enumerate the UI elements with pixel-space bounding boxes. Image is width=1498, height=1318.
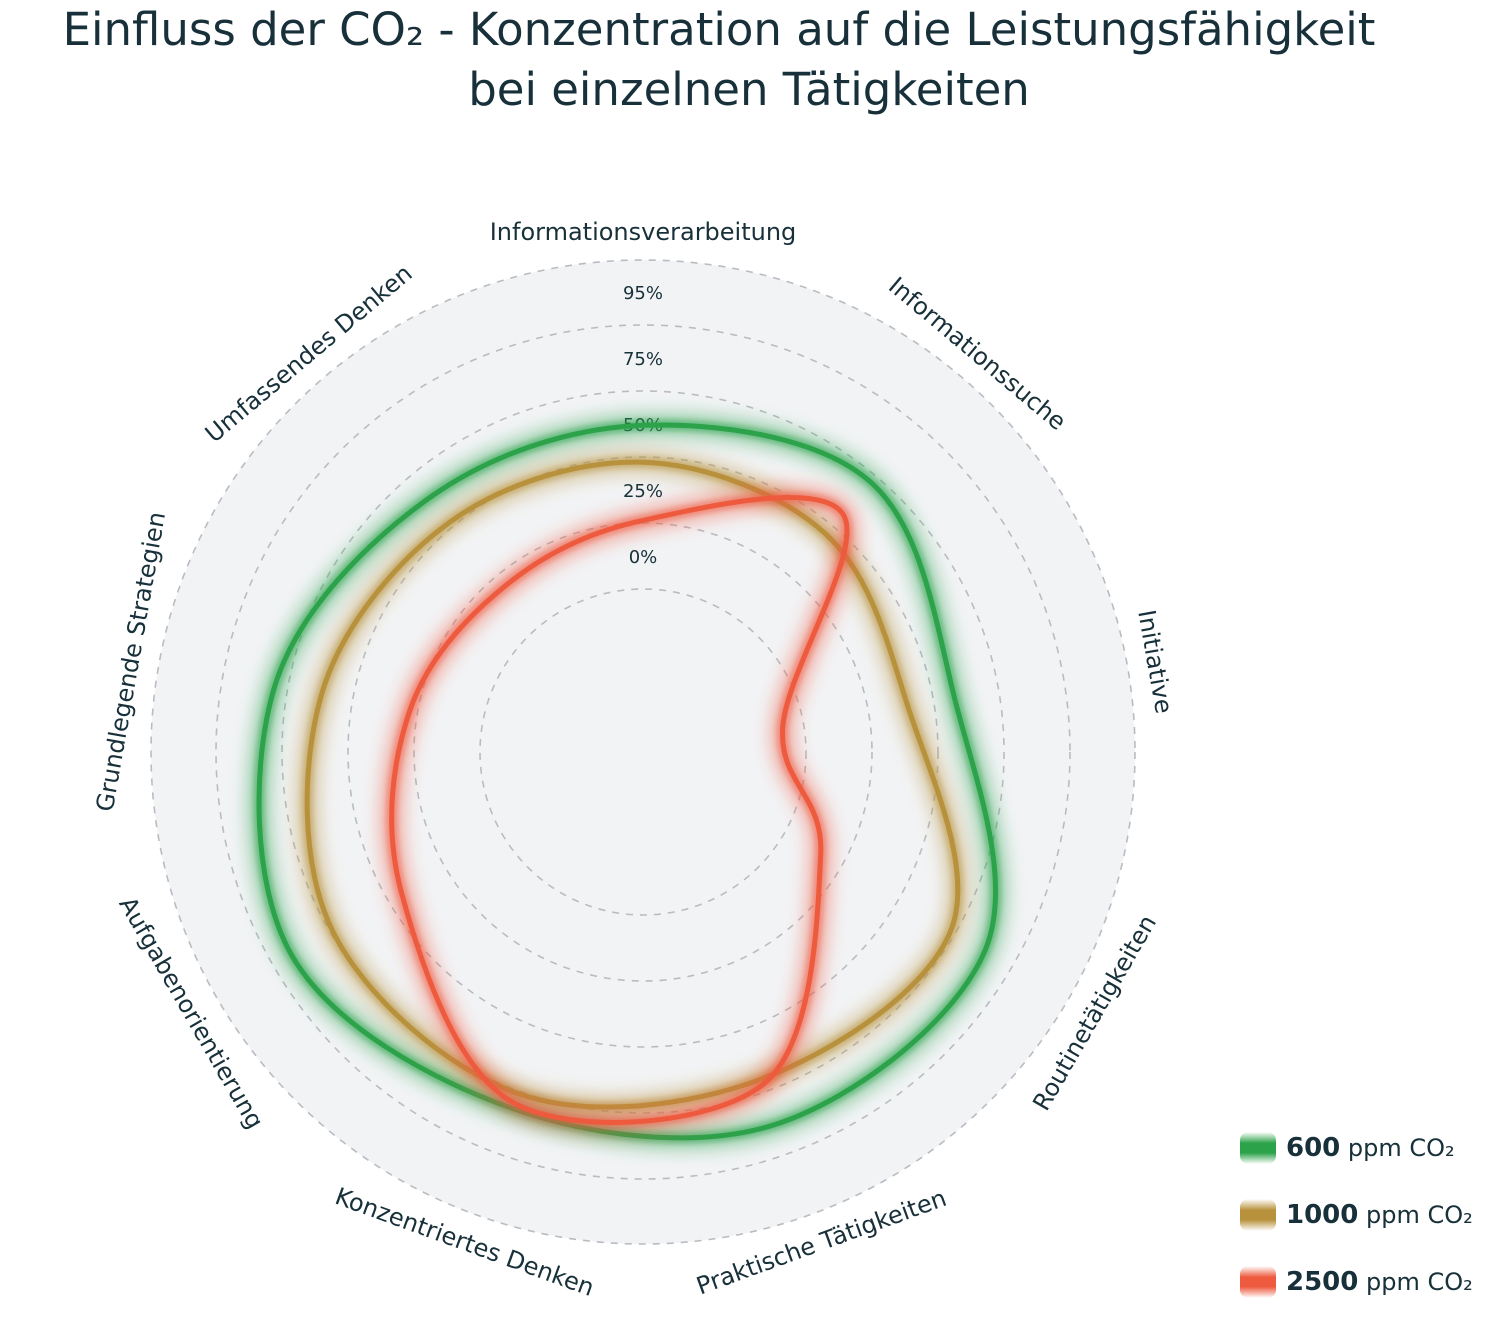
point-1000-3 — [949, 927, 954, 932]
point-1000-8 — [448, 520, 453, 525]
point-600-3 — [983, 947, 988, 952]
point-600-4 — [776, 1121, 781, 1126]
legend-value: 1000 — [1286, 1199, 1359, 1230]
legend-swatch — [1240, 1265, 1276, 1298]
point-1000-6 — [330, 929, 335, 934]
point-1000-7 — [319, 693, 324, 698]
title-line-1: Einfluss der CO₂ - Konzentration auf die… — [62, 3, 1376, 56]
ring-4 — [215, 324, 1071, 1180]
point-600-1 — [868, 479, 873, 484]
series-600 — [244, 409, 1011, 1153]
chart-title: Einfluss der CO₂ - Konzentration auf die… — [0, 0, 1498, 120]
legend-swatch — [1240, 1131, 1276, 1164]
point-600-8 — [427, 495, 432, 500]
ring-label: 95% — [623, 283, 663, 304]
legend-label: 2500 ppm CO₂ — [1286, 1267, 1473, 1297]
point-600-7 — [272, 685, 277, 690]
ring-label: 75% — [623, 349, 663, 370]
legend-unit: ppm CO₂ — [1358, 1267, 1473, 1296]
legend-item-600: 600 ppm CO₂ — [1240, 1114, 1498, 1181]
point-2500-1 — [840, 511, 845, 516]
point-2500-3 — [818, 852, 823, 857]
legend-value: 2500 — [1286, 1266, 1359, 1297]
ring-5 — [150, 259, 1136, 1245]
ring-label: 0% — [629, 547, 658, 568]
point-2500-0 — [641, 518, 646, 523]
point-600-2 — [952, 695, 957, 700]
point-2500-2 — [780, 725, 785, 730]
point-2500-4 — [761, 1081, 766, 1086]
legend-label: 1000 ppm CO₂ — [1286, 1200, 1473, 1230]
legend-swatch — [1240, 1198, 1276, 1231]
point-2500-7 — [407, 708, 412, 713]
legend-value: 600 — [1286, 1132, 1341, 1163]
legend-item-2500: 2500 ppm CO₂ — [1240, 1248, 1498, 1315]
point-2500-5 — [513, 1101, 518, 1106]
series-1000 — [292, 447, 973, 1122]
series-line — [256, 422, 999, 1141]
legend-unit: ppm CO₂ — [1340, 1133, 1455, 1162]
point-1000-1 — [823, 532, 828, 537]
point-600-0 — [641, 423, 646, 428]
point-600-6 — [289, 952, 294, 957]
series-line — [304, 459, 961, 1110]
legend-item-1000: 1000 ppm CO₂ — [1240, 1181, 1498, 1248]
category-label: Initiative — [1132, 608, 1178, 716]
point-1000-2 — [905, 703, 910, 708]
legend-unit: ppm CO₂ — [1358, 1200, 1473, 1229]
point-2500-6 — [399, 889, 404, 894]
title-line-2: bei einzelnen Tätigkeiten — [468, 63, 1030, 116]
series-line — [389, 495, 850, 1125]
series-2500 — [376, 482, 863, 1138]
category-label: Informationsverarbeitung — [490, 218, 797, 246]
legend: 600 ppm CO₂ 1000 ppm CO₂ 2500 ppm CO₂ — [1240, 1114, 1498, 1315]
point-2500-8 — [502, 584, 507, 589]
ring-label: 25% — [623, 481, 663, 502]
legend-label: 600 ppm CO₂ — [1286, 1133, 1455, 1163]
point-1000-0 — [641, 460, 646, 465]
ring-0 — [479, 588, 807, 916]
